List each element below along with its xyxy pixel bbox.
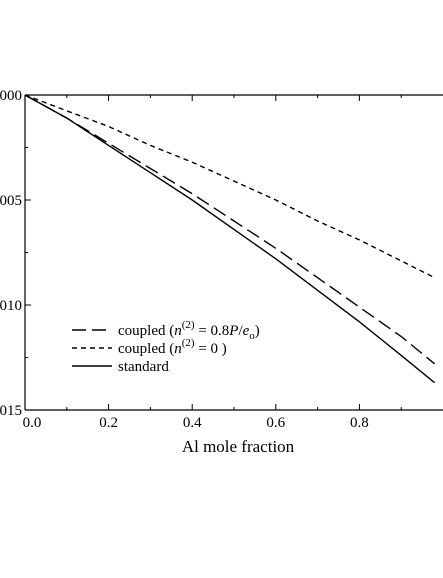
y-tick-label: 005 (0, 193, 22, 209)
axes-frame (24, 94, 443, 411)
series-lines (24, 94, 436, 384)
legend: coupled (n(2) = 0.8P/eo)coupled (n(2) = … (72, 319, 260, 375)
ticks: 0.0 0.2 0.4 0.6 0.8 000 005 010 015 (0, 88, 402, 431)
series-line-standard (24, 94, 436, 384)
legend-label-standard: standard (118, 359, 169, 375)
x-tick-label: 0.4 (183, 415, 202, 431)
series-line-coupled_08 (24, 94, 436, 365)
x-axis-label: Al mole fraction (182, 437, 295, 456)
x-tick-label: 0.8 (350, 415, 369, 431)
y-tick-label: 010 (0, 298, 22, 314)
x-tick-label: 0.6 (266, 415, 285, 431)
y-tick-label: 000 (0, 88, 22, 104)
legend-label-coupled_0: coupled (n(2) = 0 ) (118, 337, 227, 357)
series-line-coupled_0 (24, 94, 435, 279)
legend-label-coupled_08: coupled (n(2) = 0.8P/eo) (118, 319, 260, 342)
x-tick-label: 0.2 (99, 415, 118, 431)
y-tick-label: 015 (0, 403, 22, 419)
x-tick-label: 0.0 (23, 415, 42, 431)
